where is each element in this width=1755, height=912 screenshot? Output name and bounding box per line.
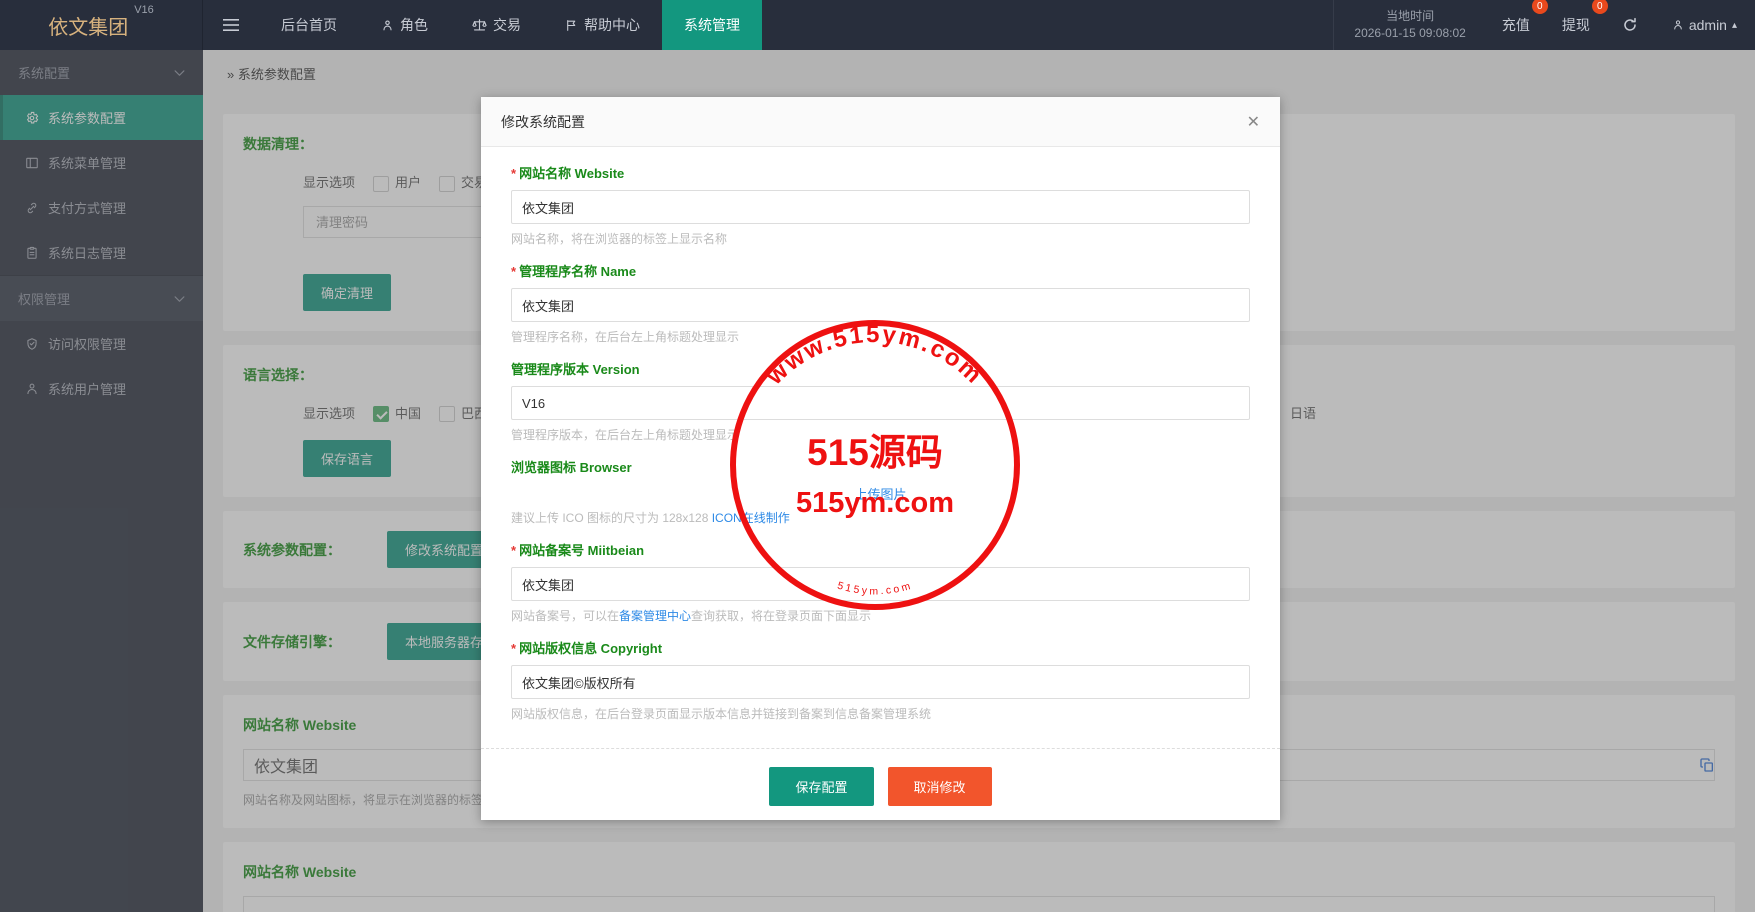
svg-text:www.515ym.com: www.515ym.com <box>761 321 989 391</box>
svg-text:515源码: 515源码 <box>807 432 943 473</box>
svg-text:515ym.com: 515ym.com <box>836 580 914 598</box>
svg-text:515ym.com: 515ym.com <box>796 487 954 519</box>
